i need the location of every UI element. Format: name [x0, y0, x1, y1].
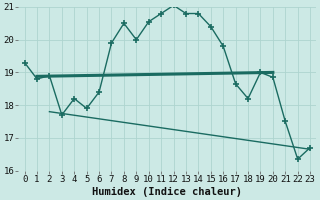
X-axis label: Humidex (Indice chaleur): Humidex (Indice chaleur) — [92, 186, 242, 197]
